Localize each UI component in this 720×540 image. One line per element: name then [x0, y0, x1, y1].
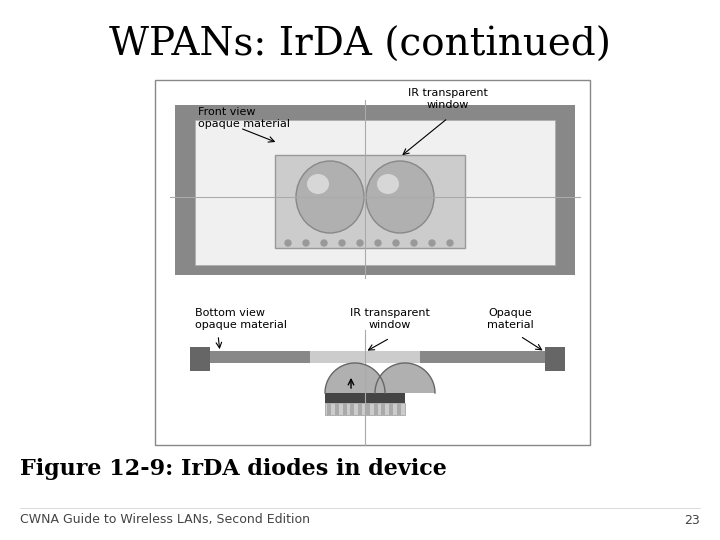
Ellipse shape — [377, 174, 399, 194]
Text: WPANs: IrDA (continued): WPANs: IrDA (continued) — [109, 26, 611, 64]
Circle shape — [375, 240, 381, 246]
Text: CWNA Guide to Wireless LANs, Second Edition: CWNA Guide to Wireless LANs, Second Edit… — [20, 514, 310, 526]
Bar — [327, 403, 331, 415]
Polygon shape — [375, 363, 435, 393]
Bar — [275, 155, 465, 248]
Ellipse shape — [296, 161, 364, 233]
Text: IR transparent
window: IR transparent window — [408, 88, 488, 110]
Bar — [351, 403, 354, 415]
Circle shape — [303, 240, 309, 246]
Bar — [190, 351, 565, 363]
Text: Figure 12-9: IrDA diodes in device: Figure 12-9: IrDA diodes in device — [20, 458, 447, 480]
Circle shape — [321, 240, 327, 246]
Circle shape — [339, 240, 345, 246]
Bar — [310, 351, 420, 363]
Bar — [343, 403, 346, 415]
Text: IR transparent
window: IR transparent window — [350, 308, 430, 329]
Bar — [374, 403, 378, 415]
Circle shape — [429, 240, 435, 246]
Bar — [195, 120, 555, 265]
Polygon shape — [325, 363, 385, 393]
Bar — [390, 403, 393, 415]
Circle shape — [447, 240, 453, 246]
Bar — [358, 403, 362, 415]
Bar — [155, 80, 590, 445]
Bar — [325, 393, 405, 403]
Text: 23: 23 — [684, 514, 700, 526]
Text: Front view
opaque material: Front view opaque material — [198, 107, 290, 129]
Text: Bottom view
opaque material: Bottom view opaque material — [195, 308, 287, 329]
Bar — [366, 403, 370, 415]
Ellipse shape — [307, 174, 329, 194]
Bar — [397, 403, 401, 415]
Bar — [335, 403, 339, 415]
Circle shape — [357, 240, 363, 246]
Text: Opaque
material: Opaque material — [487, 308, 534, 329]
Bar — [175, 105, 575, 275]
Circle shape — [411, 240, 417, 246]
Bar — [190, 347, 210, 371]
Bar — [325, 403, 405, 415]
Bar — [382, 403, 385, 415]
Ellipse shape — [366, 161, 434, 233]
Circle shape — [393, 240, 399, 246]
Bar — [545, 347, 565, 371]
Circle shape — [285, 240, 291, 246]
